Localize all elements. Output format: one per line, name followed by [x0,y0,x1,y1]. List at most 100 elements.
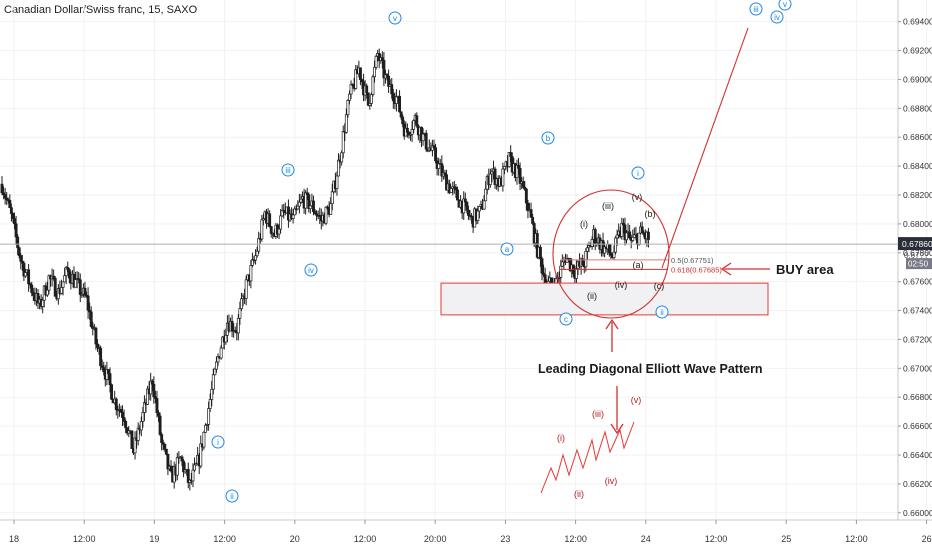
y-tick-label: 0.66800 [903,392,932,402]
wave-label-black: (i) [580,219,588,229]
candle-body [456,189,459,201]
wave-label-blue: v [783,0,787,9]
fib-label: 0.618(0.67685) [671,265,722,274]
candle-body [83,287,87,296]
y-tick-label: 0.68800 [903,103,932,113]
candle-body [390,84,394,95]
candle-body [114,398,118,410]
candle-body [585,247,589,252]
candle-body [410,129,414,135]
candle-body [193,464,196,471]
y-tick-label: 0.66200 [903,479,932,489]
candle-body [380,57,384,61]
wave-label-black: (b) [645,209,656,219]
candle-body [213,368,217,376]
candle-body [53,277,57,297]
candle-body [477,206,481,212]
candle-body [405,128,409,133]
y-tick-label: 0.67800 [903,248,932,258]
wave-label-blue: a [505,245,510,254]
y-tick-label: 0.68200 [903,190,932,200]
y-tick-label: 0.66400 [903,450,932,460]
candle-body [78,279,82,295]
y-tick-label: 0.66600 [903,421,932,431]
candle-body [240,298,243,309]
candle-body [517,165,520,169]
x-tick-label: 12:00 [564,534,587,544]
candle-body [155,398,159,414]
candle-body [99,347,103,367]
candle-body [74,279,78,288]
candle-body [0,183,4,194]
candle-body [157,412,160,417]
candle-body [382,60,386,79]
candle-body [366,92,370,106]
wave-label-blue-circle [388,11,402,25]
candle-body [299,198,303,203]
candle-body [150,380,154,385]
candle-body [110,384,114,400]
candle-body [488,173,492,186]
candle-body [584,250,588,268]
candle-body [224,334,228,343]
hidden-price-label: 0.67?? [904,251,929,260]
wave-label-blue-circle [655,305,669,319]
candle-body [202,431,206,448]
pattern-wave-label: (v) [631,395,642,405]
wave-label-blue: b [546,134,551,143]
candle-body [346,100,350,116]
pattern-wave-label: (i) [557,433,565,443]
candle-body [291,214,295,219]
wave-label-black: (v) [632,192,643,202]
candle-body [398,95,402,113]
candle-body [529,209,533,218]
candle-body [191,469,195,482]
candle-body [180,456,184,462]
candle-body [211,374,215,390]
candle-body [194,463,198,466]
candle-body [141,412,145,422]
candle-body [63,275,67,283]
x-tick-label: 20:00 [424,534,447,544]
candle-body [590,239,594,247]
x-tick-label: 24 [641,534,651,544]
candle-body [354,69,358,89]
candle-body [308,205,312,210]
candle-body [17,247,21,257]
candle-body [463,198,467,203]
candle-body [415,115,419,127]
candle-body [9,207,13,214]
candle-body [609,252,613,256]
wave-label-black: (ii) [587,291,597,301]
countdown-label: 02:50 [908,260,929,269]
candle-body [374,55,378,68]
wave-label-blue: i [637,169,639,178]
chart-title: Canadian Dollar/Swiss franc, 15, SAXO [4,4,198,16]
candle-body [535,233,539,258]
pattern-wave-label: (iii) [592,409,604,419]
candle-body [164,448,168,455]
candle-body [119,409,123,413]
wave-label-black: (c) [654,281,665,291]
candle-body [106,369,110,374]
candle-body [122,417,126,422]
x-axis: 18 12:00 19 12:00 20 12:00 20:00 23 12:00 24 12:00… [0,519,932,544]
candle-body [139,421,143,431]
wave-label-blue: ii [230,492,234,501]
wave-label-blue-circle [749,2,763,16]
pattern-title: Leading Diagonal Elliott Wave Pattern [538,362,763,376]
candle-body [169,465,173,472]
arrow-up-head [605,318,619,330]
candle-body [394,96,398,104]
candle-body [108,373,112,385]
overlays: 0.5(0.67751)0.618(0.67685) [0,27,898,494]
candle-body [340,152,344,163]
candle-body [454,187,458,191]
candle-body [257,238,261,252]
wave-label-blue-circle [281,163,295,177]
candle-body [437,163,441,169]
candle-body [637,232,641,245]
candle-body [60,287,63,294]
candle-body [11,213,15,219]
